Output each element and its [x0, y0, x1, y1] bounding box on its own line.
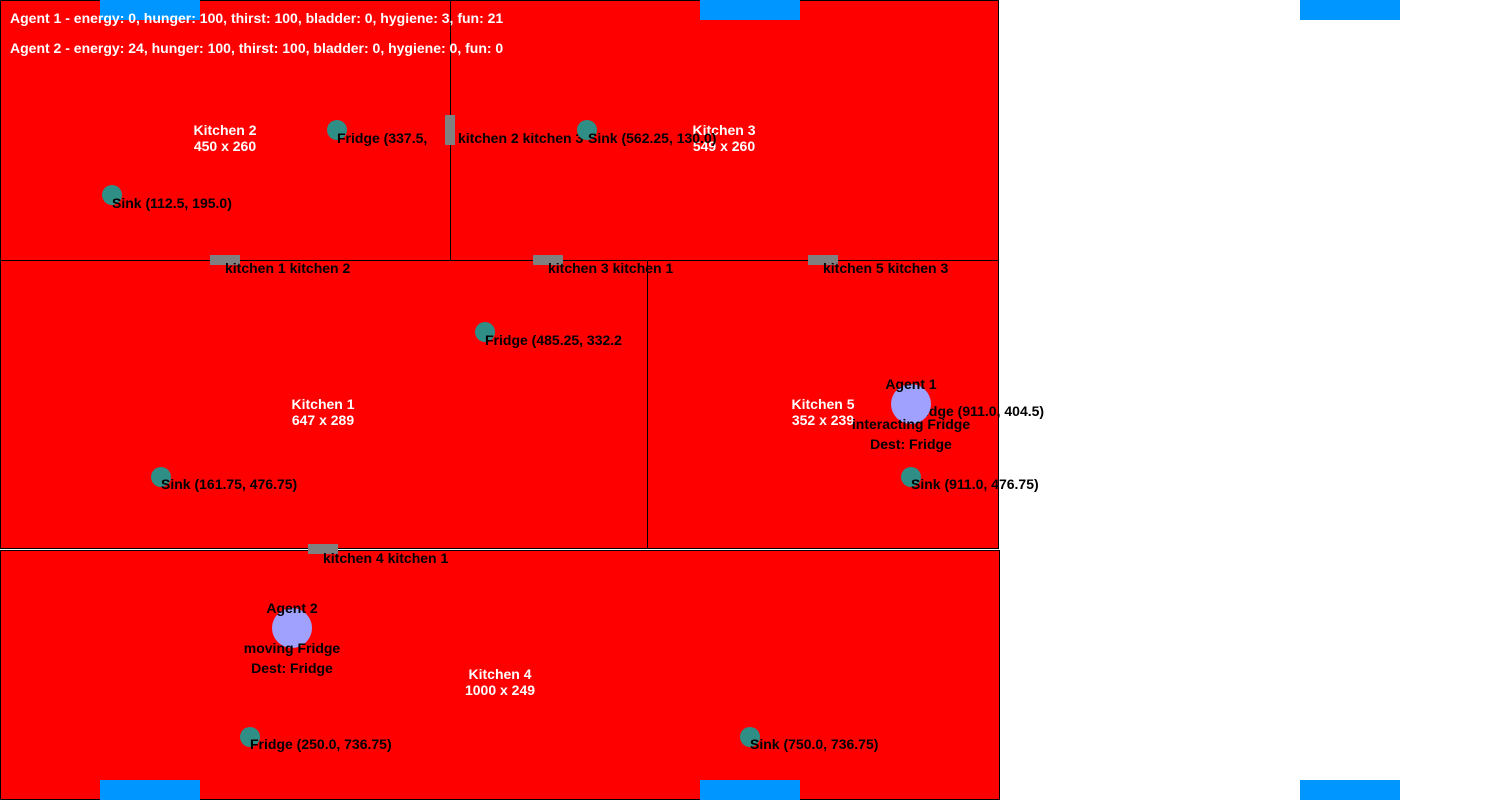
- door-kitchen-2-kitchen-3[interactable]: [445, 115, 455, 145]
- agent-label: Agent 1: [885, 376, 937, 392]
- door-label: kitchen 1 kitchen 2: [225, 260, 351, 276]
- object-label: Sink (161.75, 476.75): [161, 476, 298, 492]
- room-size: 549 x 260: [692, 138, 756, 154]
- fridge-icon[interactable]: [327, 120, 347, 140]
- door-label: kitchen 3 kitchen 1: [548, 260, 674, 276]
- room-size: 647 x 289: [291, 412, 355, 428]
- room-label: Kitchen 5 352 x 239: [791, 396, 854, 428]
- room-label: Kitchen 4 1000 x 249: [465, 666, 535, 698]
- edge-block: [100, 780, 200, 800]
- object-label: Sink (562.25, 130.0): [588, 130, 717, 146]
- agent-2-avatar[interactable]: [272, 608, 312, 648]
- room-name: Kitchen 5: [791, 396, 855, 412]
- agent-1-status: Agent 1 - energy: 0, hunger: 100, thirst…: [10, 10, 504, 26]
- agent-state: interacting Fridge: [851, 416, 971, 432]
- edge-block: [100, 0, 200, 20]
- room-kitchen-5: [647, 260, 999, 549]
- door-label: kitchen 2 kitchen 3: [458, 130, 584, 146]
- room-size: 1000 x 249: [464, 682, 536, 698]
- agent-1-avatar[interactable]: [891, 384, 931, 424]
- sink-icon[interactable]: [151, 467, 171, 487]
- object-label: Sink (911.0, 476.75): [911, 476, 1039, 492]
- object-label: Fridge (337.5,: [337, 130, 428, 146]
- agent-dest: Dest: Fridge: [870, 436, 952, 452]
- sink-icon[interactable]: [102, 185, 122, 205]
- agent-label: Agent 2: [266, 600, 318, 616]
- room-kitchen-4: [0, 550, 1000, 800]
- edge-block: [1300, 0, 1400, 20]
- door-kitchen-3-kitchen-1[interactable]: [533, 255, 563, 265]
- room-label: Kitchen 1 647 x 289: [291, 396, 354, 428]
- door-kitchen-5-kitchen-3[interactable]: [808, 255, 838, 265]
- room-name: Kitchen 4: [468, 666, 532, 682]
- agent-state: moving Fridge: [243, 640, 341, 656]
- fridge-icon[interactable]: [475, 322, 495, 342]
- object-label: Fridge (911.0, 404.5): [911, 403, 1045, 419]
- room-label: Kitchen 2 450 x 260: [193, 122, 256, 154]
- room-name: Kitchen 3: [692, 122, 756, 138]
- room-label: Kitchen 3 549 x 260: [692, 122, 755, 154]
- agent-2-status: Agent 2 - energy: 24, hunger: 100, thirs…: [10, 40, 504, 56]
- edge-block: [700, 780, 800, 800]
- object-label: Fridge (250.0, 736.75): [250, 736, 392, 752]
- door-label: kitchen 5 kitchen 3: [823, 260, 949, 276]
- door-kitchen-4-kitchen-1[interactable]: [308, 544, 338, 554]
- room-kitchen-2: [0, 0, 451, 261]
- edge-block: [700, 0, 800, 20]
- sink-icon[interactable]: [901, 467, 921, 487]
- door-label: kitchen 4 kitchen 1: [323, 550, 449, 566]
- object-label: Sink (112.5, 195.0): [112, 195, 232, 211]
- object-label: Sink (750.0, 736.75): [750, 736, 879, 752]
- room-name: Kitchen 2: [193, 122, 257, 138]
- object-label: Fridge (485.25, 332.2: [485, 332, 622, 348]
- sink-icon[interactable]: [740, 727, 760, 747]
- edge-block: [1300, 780, 1400, 800]
- room-kitchen-3: [450, 0, 999, 261]
- fridge-icon[interactable]: [240, 727, 260, 747]
- room-name: Kitchen 1: [291, 396, 355, 412]
- sink-icon[interactable]: [577, 120, 597, 140]
- door-kitchen-1-kitchen-2[interactable]: [210, 255, 240, 265]
- agent-dest: Dest: Fridge: [251, 660, 333, 676]
- room-size: 352 x 239: [791, 412, 855, 428]
- room-size: 450 x 260: [193, 138, 257, 154]
